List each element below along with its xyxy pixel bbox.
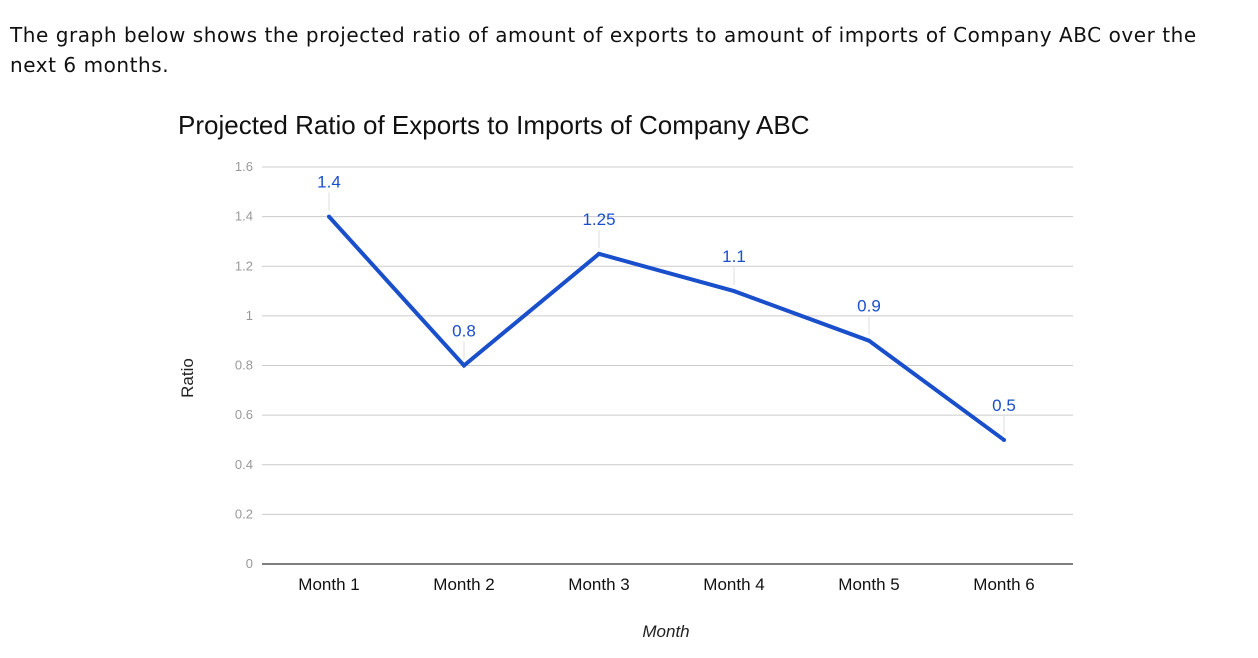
data-point bbox=[327, 214, 331, 219]
chart-title: Projected Ratio of Exports to Imports of… bbox=[178, 110, 810, 140]
y-tick-label: 0.2 bbox=[235, 506, 253, 521]
x-axis-title: Month bbox=[642, 622, 689, 641]
x-tick-label: Month 6 bbox=[973, 575, 1034, 594]
y-tick-label: 0 bbox=[246, 556, 253, 571]
y-tick-label: 1 bbox=[246, 308, 253, 323]
intro-text: The graph below shows the projected rati… bbox=[10, 23, 1197, 77]
x-axis-ticks: Month 1 Month 2 Month 3 Month 4 Month 5 Month… bbox=[298, 575, 1034, 594]
series-line bbox=[327, 215, 1006, 442]
x-tick-label: Month 3 bbox=[568, 575, 629, 594]
data-label: 1.25 bbox=[582, 210, 615, 229]
y-tick-label: 0.6 bbox=[235, 407, 253, 422]
y-tick-label: 1.2 bbox=[235, 258, 253, 273]
data-label: 1.4 bbox=[317, 173, 341, 192]
y-tick-label: 0.8 bbox=[235, 358, 253, 373]
y-tick-label: 1.6 bbox=[235, 159, 253, 174]
y-tick-label: 0.4 bbox=[235, 457, 253, 472]
x-tick-label: Month 1 bbox=[298, 575, 359, 594]
gridlines bbox=[262, 166, 1073, 565]
y-axis-ticks: 0 0.2 0.4 0.6 0.8 1 1.2 1.4 1.6 bbox=[235, 159, 253, 571]
data-labels: 1.4 0.8 1.25 1.1 0.9 0.5 bbox=[317, 173, 1016, 434]
x-tick-label: Month 2 bbox=[433, 575, 494, 594]
x-tick-label: Month 4 bbox=[703, 575, 764, 594]
data-label: 0.9 bbox=[857, 297, 881, 316]
data-point bbox=[1002, 437, 1006, 442]
y-axis-title: Ratio bbox=[178, 358, 197, 398]
data-label: 1.1 bbox=[722, 247, 746, 266]
x-tick-label: Month 5 bbox=[838, 575, 899, 594]
data-label: 0.8 bbox=[452, 322, 476, 341]
series-layer bbox=[327, 214, 1006, 442]
data-point bbox=[732, 289, 736, 294]
data-label: 0.5 bbox=[992, 396, 1016, 415]
data-point bbox=[462, 363, 466, 368]
y-tick-label: 1.4 bbox=[235, 209, 253, 224]
data-point bbox=[867, 338, 871, 343]
data-point bbox=[597, 251, 601, 256]
